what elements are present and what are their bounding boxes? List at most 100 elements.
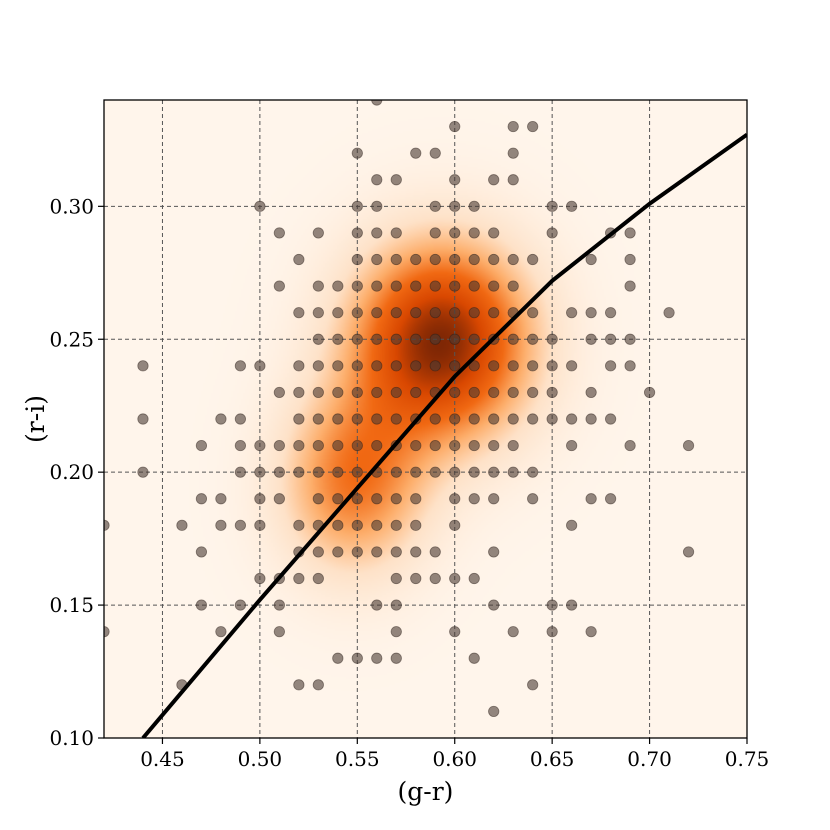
plot-area (103, 99, 748, 739)
scatter-point (254, 572, 266, 585)
scatter-point (488, 227, 500, 239)
scatter-point (429, 439, 441, 452)
scatter-point (468, 280, 480, 292)
scatter-point (663, 307, 675, 319)
scatter-point (293, 572, 305, 585)
scatter-point (566, 519, 578, 531)
scatter-point (527, 386, 539, 399)
scatter-point (234, 519, 246, 531)
scatter-point (312, 227, 324, 239)
scatter-point (449, 519, 461, 531)
scatter-point (351, 519, 363, 531)
x-axis: 0.45 0.50 0.55 0.60 0.65 0.70 0.75 (140, 738, 769, 771)
scatter-point (293, 360, 305, 372)
scatter-point (254, 519, 266, 531)
scatter-point (332, 333, 344, 345)
scatter-point (293, 439, 305, 452)
scatter-point (624, 280, 636, 292)
scatter-point (507, 466, 519, 478)
x-tick-label: 0.45 (140, 747, 185, 771)
scatter-point (488, 546, 500, 558)
scatter-point (410, 307, 422, 319)
scatter-point (449, 333, 461, 345)
y-tick-label: 0.30 (49, 194, 94, 218)
scatter-point (332, 386, 344, 399)
scatter-point (546, 599, 558, 611)
scatter-point (507, 147, 519, 159)
scatter-point (215, 493, 227, 505)
scatter-point (273, 599, 285, 611)
x-tick-label: 0.70 (627, 747, 672, 771)
scatter-point (390, 493, 402, 505)
scatter-point (488, 466, 500, 478)
scatter-point (566, 360, 578, 372)
scatter-point (332, 413, 344, 425)
scatter-point (390, 386, 402, 399)
scatter-point (429, 200, 441, 212)
scatter-point (371, 227, 383, 239)
scatter-point (585, 626, 597, 638)
scatter-point (468, 439, 480, 452)
scatter-point (449, 227, 461, 239)
scatter-point (234, 466, 246, 478)
scatter-point (605, 360, 617, 372)
scatter-point (390, 466, 402, 478)
scatter-point (390, 519, 402, 531)
scatter-point (332, 546, 344, 558)
scatter-point (390, 307, 402, 319)
scatter-point (468, 493, 480, 505)
x-tick-label: 0.50 (238, 747, 283, 771)
scatter-point (468, 386, 480, 399)
scatter-point (527, 120, 539, 133)
scatter-point (332, 439, 344, 452)
scatter-point (566, 307, 578, 319)
scatter-point (527, 333, 539, 345)
scatter-point (429, 546, 441, 558)
scatter-point (429, 572, 441, 585)
scatter-point (351, 360, 363, 372)
scatter-point (390, 360, 402, 372)
scatter-point (371, 360, 383, 372)
scatter-point (371, 652, 383, 664)
scatter-point (527, 679, 539, 691)
scatter-point (351, 147, 363, 159)
scatter-point (468, 253, 480, 266)
scatter-point (605, 333, 617, 345)
scatter-point (410, 493, 422, 505)
scatter-point (449, 493, 461, 505)
scatter-point (293, 466, 305, 478)
scatter-point (624, 253, 636, 266)
scatter-point (332, 360, 344, 372)
scatter-point (371, 413, 383, 425)
scatter-point (371, 546, 383, 558)
scatter-point (234, 413, 246, 425)
scatter-point (195, 546, 208, 558)
scatter-point (449, 386, 461, 399)
scatter-point (449, 439, 461, 452)
scatter-point (468, 466, 480, 478)
scatter-point (312, 307, 324, 319)
scatter-point (410, 466, 422, 478)
y-tick-label: 0.25 (49, 327, 94, 351)
scatter-point (468, 360, 480, 372)
scatter-point (273, 227, 285, 239)
scatter-point (332, 493, 344, 505)
scatter-point (332, 280, 344, 292)
scatter-point (371, 493, 383, 505)
scatter-point (449, 307, 461, 319)
scatter-point (273, 493, 285, 505)
scatter-point (371, 519, 383, 531)
scatter-point (449, 360, 461, 372)
scatter-point (546, 227, 558, 239)
scatter-point (527, 360, 539, 372)
scatter-point (468, 652, 480, 664)
scatter-point (312, 386, 324, 399)
scatter-point (488, 307, 500, 319)
scatter-point (215, 519, 227, 531)
scatter-point (585, 333, 597, 345)
scatter-point (254, 493, 266, 505)
scatter-point (293, 679, 305, 691)
scatter-point (312, 333, 324, 345)
scatter-point (585, 253, 597, 266)
